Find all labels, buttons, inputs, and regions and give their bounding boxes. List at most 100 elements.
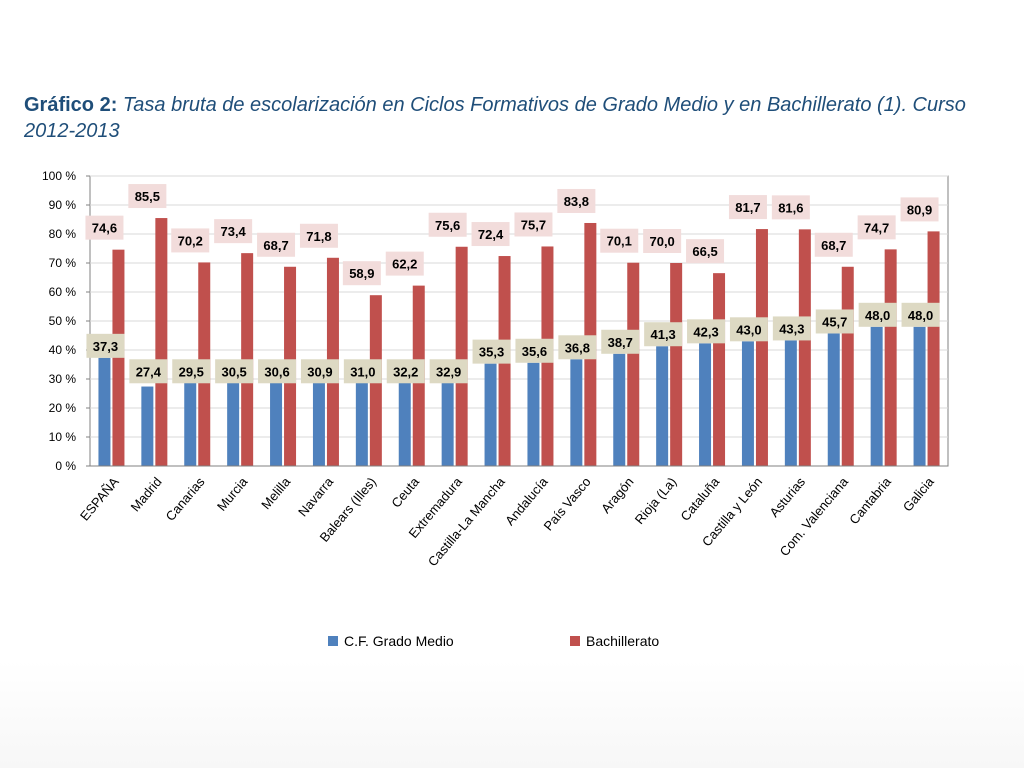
data-label-grado-medio: 45,7: [822, 314, 847, 329]
data-label-grado-medio-box: [429, 359, 468, 384]
data-label-grado-medio: 43,0: [736, 322, 761, 337]
x-tick-label: Murcia: [214, 474, 251, 514]
data-label-grado-medio-box: [343, 359, 382, 384]
data-label-grado-medio: 38,7: [608, 335, 633, 350]
bar-chart: 0 % 10 % 20 % 30 % 40 % 50 % 60 % 70 % 80 % 90 % 1…: [42, 169, 949, 649]
bar-bachillerato: [755, 229, 768, 466]
data-label-bachillerato-box: [85, 215, 124, 240]
y-tick-label: 50 %: [49, 314, 77, 328]
bar-bachillerato: [670, 263, 683, 466]
bar-grado-medio: [484, 363, 497, 466]
data-label-grado-medio: 41,3: [650, 327, 675, 342]
x-tick-label: ESPAÑA: [77, 474, 122, 524]
bar-grado-medio: [699, 343, 712, 466]
y-tick-label: 40 %: [49, 343, 77, 357]
bar-bachillerato: [155, 218, 168, 466]
bar-grado-medio: [184, 380, 197, 466]
data-label-grado-medio-box: [601, 329, 640, 354]
x-tick-label: Cataluña: [677, 474, 722, 524]
data-label-bachillerato-box: [299, 223, 338, 248]
data-label-bachillerato-box: [686, 239, 725, 264]
data-label-grado-medio-box: [729, 317, 768, 342]
data-label-grado-medio-box: [515, 338, 554, 363]
data-label-grado-medio-box: [558, 335, 597, 360]
data-label-grado-medio-box: [687, 319, 726, 344]
bar-bachillerato: [798, 229, 811, 466]
data-label-bachillerato-box: [128, 184, 167, 209]
x-tick-label: Ceuta: [388, 474, 422, 511]
chart-title-prefix: Gráfico 2:: [24, 94, 118, 116]
data-label-bachillerato-box: [385, 251, 424, 276]
data-label-grado-medio: 31,0: [350, 364, 375, 379]
data-label-bachillerato-box: [900, 197, 939, 222]
data-label-bachillerato: 70,2: [178, 233, 203, 248]
data-label-bachillerato: 71,8: [306, 229, 331, 244]
data-label-grado-medio: 35,6: [522, 344, 547, 359]
x-tick-label: Madrid: [128, 474, 165, 514]
y-tick-label: 30 %: [49, 372, 77, 386]
data-label-bachillerato: 58,9: [349, 266, 374, 281]
data-label-bachillerato-box: [171, 228, 210, 253]
data-label-bachillerato: 73,4: [220, 224, 246, 239]
x-tick-label: Cantabria: [846, 474, 894, 527]
data-label-grado-medio-box: [472, 339, 511, 364]
data-label-bachillerato: 66,5: [692, 244, 717, 259]
y-tick-label: 80 %: [49, 227, 77, 241]
bar-grado-medio: [98, 357, 111, 466]
data-label-bachillerato-box: [428, 212, 467, 237]
data-label-bachillerato: 75,7: [521, 217, 546, 232]
bar-grado-medio: [827, 333, 840, 466]
data-label-grado-medio: 32,9: [436, 364, 461, 379]
data-label-grado-medio: 30,6: [264, 364, 289, 379]
data-label-grado-medio: 36,8: [565, 340, 590, 355]
bar-grado-medio: [355, 376, 368, 466]
bar-grado-medio: [141, 386, 154, 466]
data-label-bachillerato: 85,5: [135, 189, 160, 204]
data-label-grado-medio-box: [386, 359, 425, 384]
legend-grado-medio-swatch: [328, 636, 338, 646]
bar-grado-medio: [784, 340, 797, 466]
data-label-bachillerato-box: [728, 195, 767, 220]
x-tick-label: Melilla: [258, 474, 294, 512]
bar-grado-medio: [527, 362, 540, 466]
bar-bachillerato: [841, 266, 854, 466]
data-label-grado-medio-box: [815, 309, 854, 334]
data-label-grado-medio-box: [129, 359, 168, 384]
slide-reflection: [0, 660, 1024, 768]
data-label-grado-medio-box: [644, 322, 683, 347]
y-tick-label: 20 %: [49, 401, 77, 415]
data-label-bachillerato-box: [600, 228, 639, 253]
bar-grado-medio: [441, 370, 454, 466]
y-tick-label: 10 %: [49, 430, 77, 444]
legend-grado-medio-label: C.F. Grado Medio: [344, 633, 454, 649]
data-label-bachillerato: 68,7: [263, 238, 288, 253]
data-label-grado-medio: 48,0: [865, 308, 890, 323]
data-label-bachillerato: 70,1: [607, 234, 632, 249]
data-label-bachillerato-box: [857, 215, 896, 240]
data-label-bachillerato-box: [814, 232, 853, 257]
x-tick-label: Aragón: [598, 474, 636, 516]
data-label-grado-medio-box: [300, 359, 339, 384]
data-label-grado-medio-box: [86, 333, 125, 358]
data-label-grado-medio: 27,4: [136, 364, 162, 379]
data-label-bachillerato-box: [214, 219, 253, 244]
legend-bachillerato-label: Bachillerato: [586, 633, 659, 649]
data-label-bachillerato: 70,0: [649, 234, 674, 249]
y-tick-label: 60 %: [49, 285, 77, 299]
data-label-bachillerato: 80,9: [907, 202, 932, 217]
data-label-bachillerato: 81,6: [778, 200, 803, 215]
data-label-grado-medio: 29,5: [179, 364, 204, 379]
data-label-grado-medio-box: [215, 359, 254, 384]
data-label-bachillerato: 75,6: [435, 218, 460, 233]
bar-grado-medio: [227, 377, 240, 466]
data-label-grado-medio: 43,3: [779, 321, 804, 336]
data-label-bachillerato-box: [557, 188, 596, 213]
data-label-bachillerato: 81,7: [735, 200, 760, 215]
data-label-bachillerato-box: [471, 222, 510, 247]
bar-grado-medio: [270, 377, 283, 466]
data-label-grado-medio-box: [858, 302, 897, 327]
bar-grado-medio: [913, 326, 926, 466]
data-label-grado-medio: 32,2: [393, 364, 418, 379]
x-tick-label: Canarias: [163, 474, 208, 524]
data-label-grado-medio: 30,5: [221, 364, 246, 379]
